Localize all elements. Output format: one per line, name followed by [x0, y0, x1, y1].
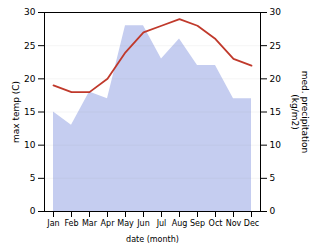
svg-text:Apr: Apr — [101, 219, 116, 228]
svg-text:10: 10 — [270, 140, 282, 150]
svg-text:Nov: Nov — [226, 219, 242, 228]
svg-text:30: 30 — [270, 7, 282, 17]
svg-text:Dec: Dec — [244, 219, 259, 228]
svg-text:max temp (C): max temp (C) — [11, 81, 21, 143]
svg-text:5: 5 — [270, 173, 276, 183]
svg-text:May: May — [117, 219, 134, 228]
svg-text:20: 20 — [24, 74, 36, 84]
svg-text:Sep: Sep — [190, 219, 205, 228]
svg-text:25: 25 — [24, 41, 35, 51]
svg-text:Jan: Jan — [46, 219, 59, 228]
svg-text:5: 5 — [30, 173, 36, 183]
svg-text:Aug: Aug — [172, 219, 188, 228]
svg-text:15: 15 — [24, 107, 35, 117]
svg-text:0: 0 — [270, 206, 276, 216]
svg-text:20: 20 — [270, 74, 282, 84]
svg-text:Feb: Feb — [64, 219, 78, 228]
svg-text:25: 25 — [270, 41, 281, 51]
svg-text:Oct: Oct — [209, 219, 223, 228]
svg-text:Mar: Mar — [82, 219, 98, 228]
svg-text:15: 15 — [270, 107, 281, 117]
svg-text:10: 10 — [24, 140, 36, 150]
svg-text:Jun: Jun — [136, 219, 150, 228]
svg-text:Jul: Jul — [156, 219, 167, 228]
svg-text:30: 30 — [24, 7, 36, 17]
svg-text:med. precipitation(kg/m2): med. precipitation(kg/m2) — [290, 71, 310, 153]
svg-text:date (month): date (month) — [126, 235, 179, 244]
svg-text:0: 0 — [30, 206, 36, 216]
